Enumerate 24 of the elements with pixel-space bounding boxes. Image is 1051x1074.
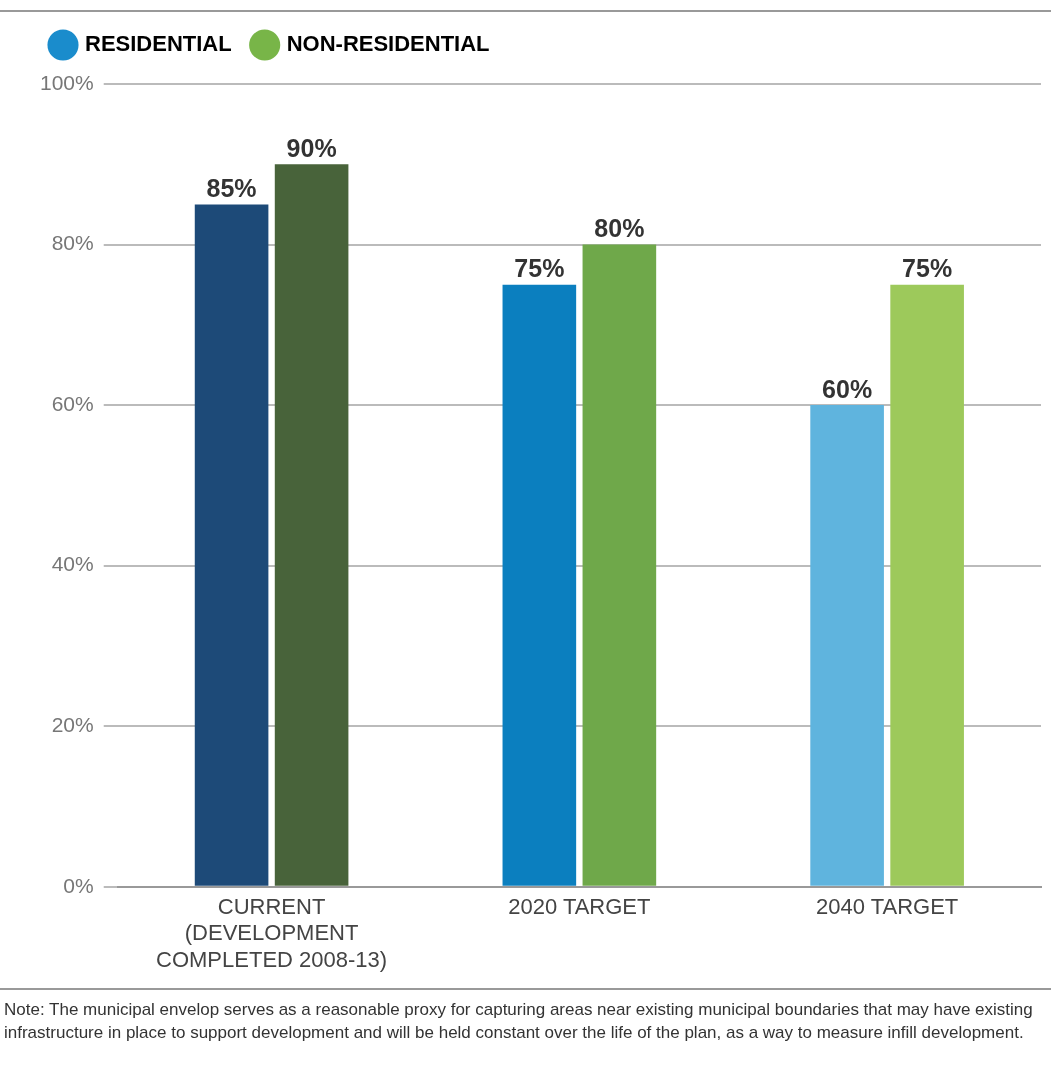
bar: [194, 204, 269, 886]
y-tick-label: 20%: [51, 713, 94, 737]
data-label: 80%: [594, 213, 645, 242]
x-tick-label: CURRENT (DEVELOPMENT COMPLETED 2008-13): [156, 894, 388, 972]
data-label: 75%: [514, 254, 565, 283]
legend-label: NON-RESIDENTIAL: [286, 31, 490, 57]
y-tick-label: 100%: [39, 70, 94, 94]
legend-label: RESIDENTIAL: [85, 31, 232, 57]
bar: [274, 164, 349, 886]
data-label: 90%: [286, 133, 337, 162]
data-label: 60%: [822, 374, 873, 403]
y-tick-label: 60%: [51, 391, 94, 415]
data-label: 85%: [206, 173, 257, 202]
x-tick-label: 2040 TARGET: [815, 894, 959, 920]
y-tick-label: 0%: [63, 873, 94, 897]
bar: [502, 284, 577, 886]
x-tick-label: 2020 TARGET: [508, 894, 651, 920]
data-label: 75%: [902, 254, 953, 283]
y-tick-label: 80%: [51, 231, 94, 255]
bar: [890, 284, 964, 886]
text: Note: The municipal envelop serves as a reasonable proxy for capturing areas near existing municipal boundaries that may have existing infrastructure in place to support development and will be held constant over the life of the plan, as a way to measure infill development.: [4, 999, 1034, 1044]
y-tick-label: 40%: [51, 552, 94, 576]
bar: [810, 405, 884, 886]
bar: [582, 244, 657, 886]
